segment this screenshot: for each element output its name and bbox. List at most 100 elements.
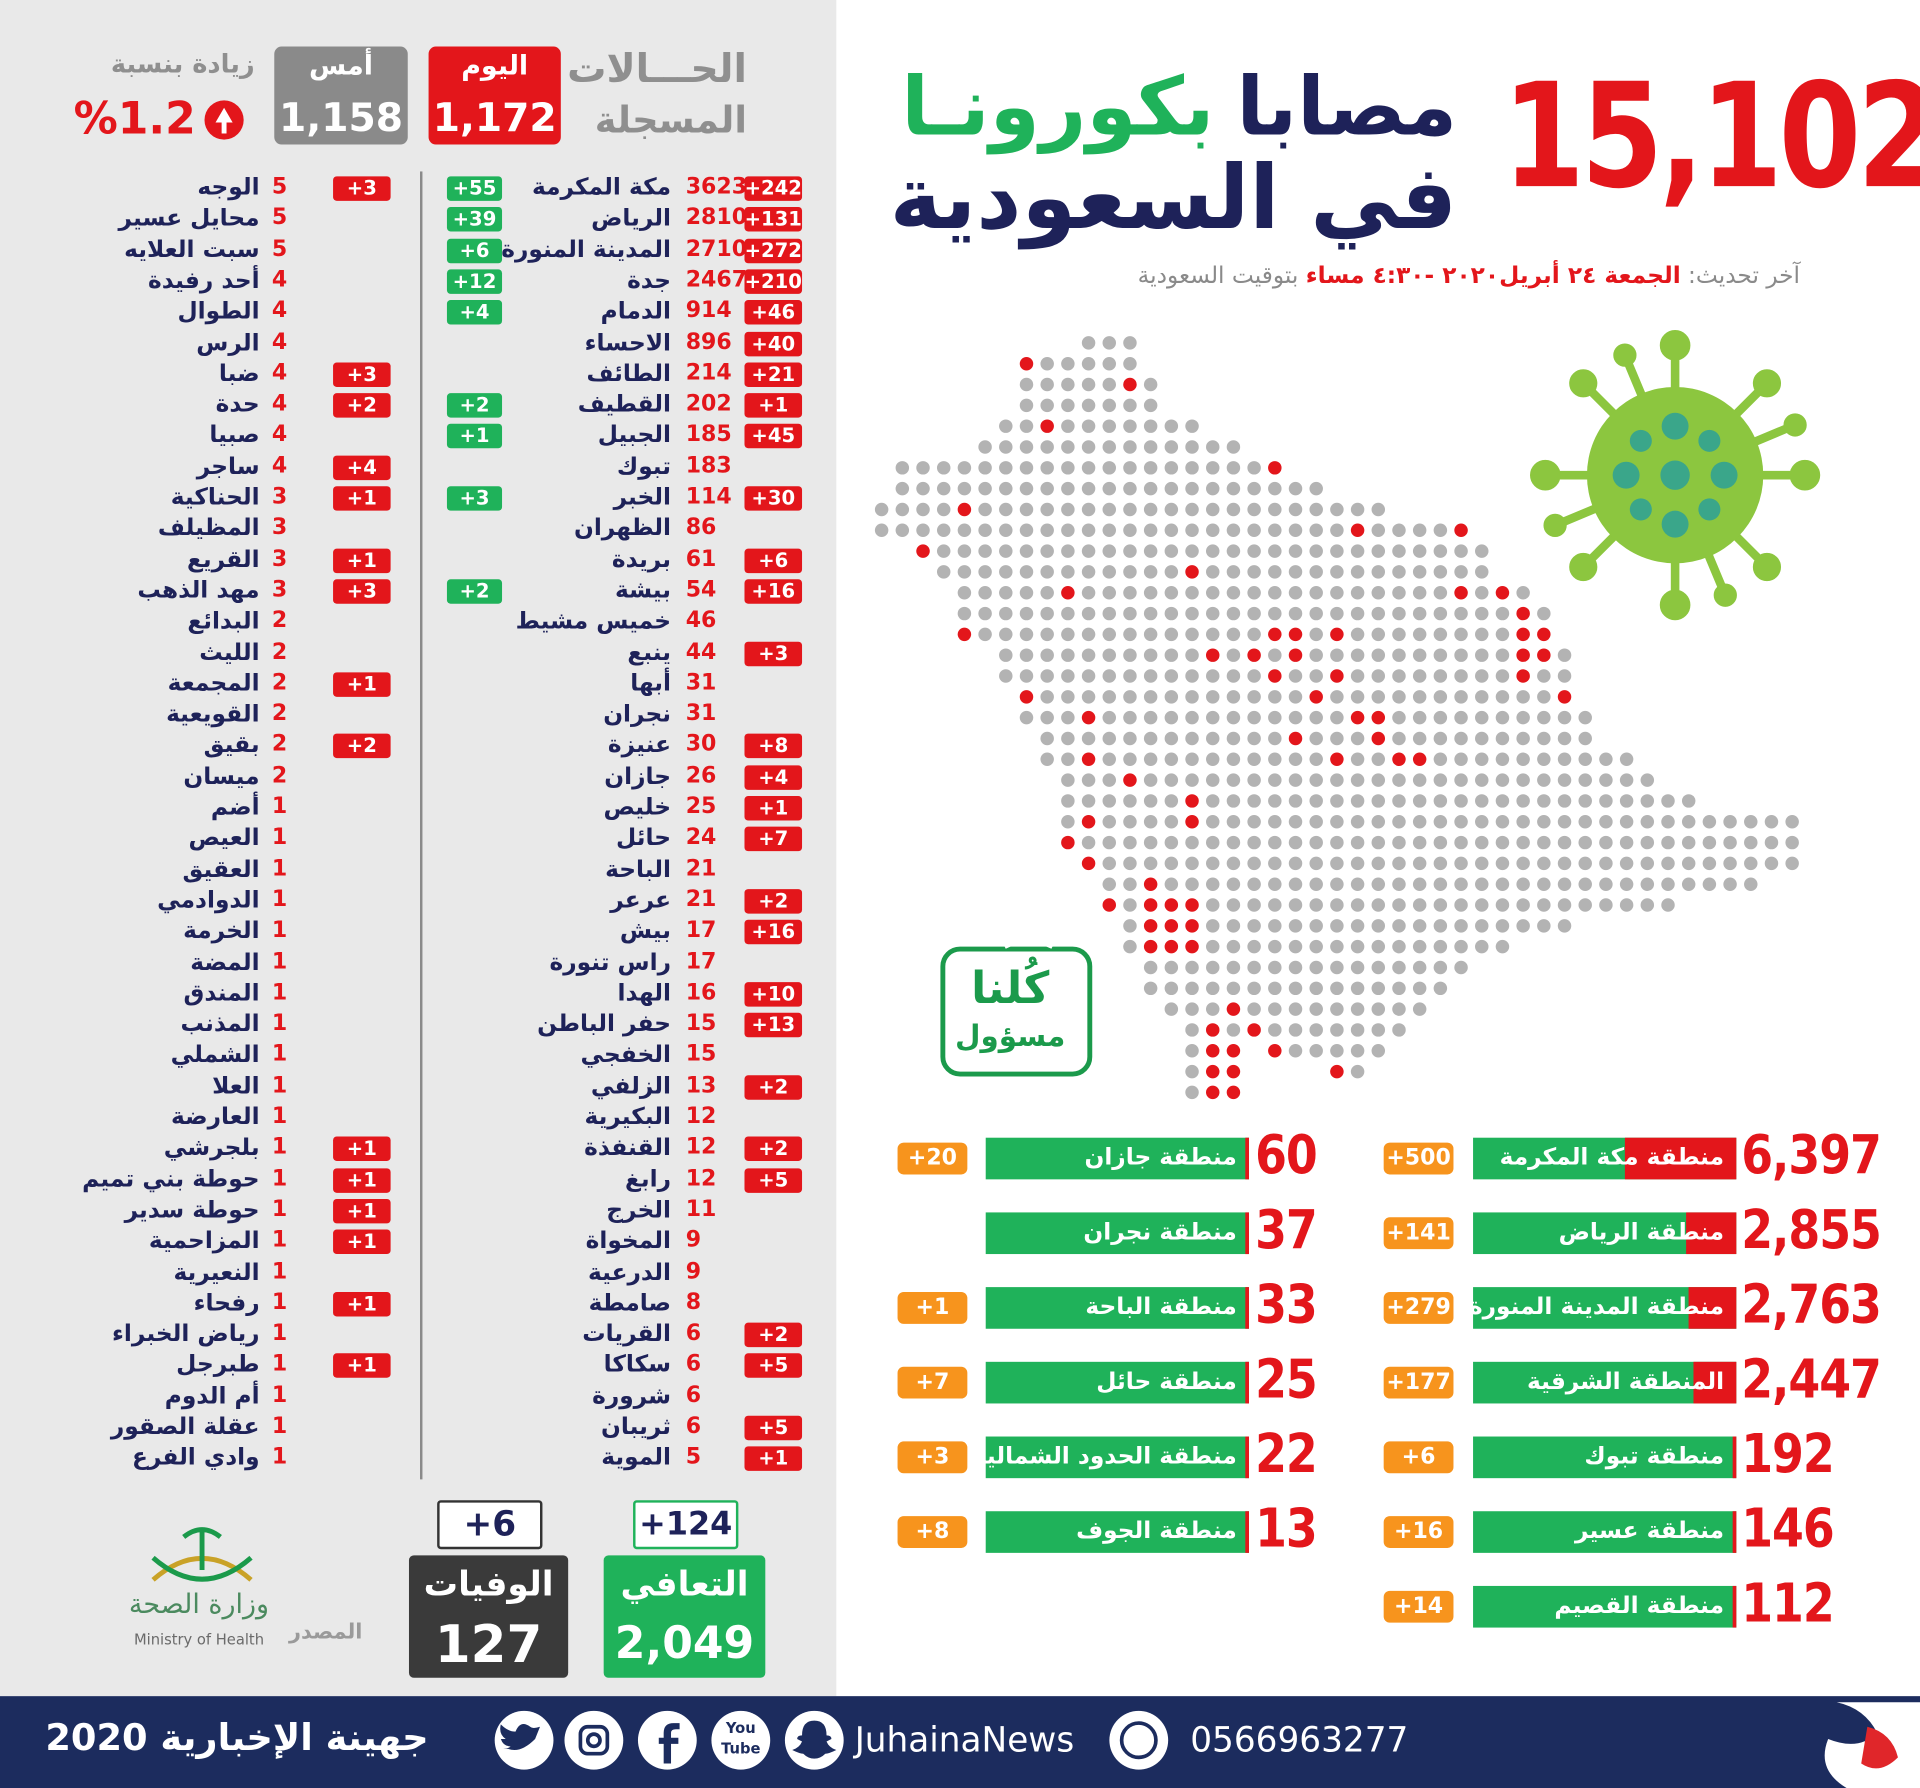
map-dot (1247, 648, 1261, 662)
city-count: 44 (685, 638, 717, 665)
map-dot (1350, 648, 1365, 662)
region-bar: منطقة الباحة (985, 1287, 1249, 1329)
map-dot (1371, 502, 1386, 517)
map-dot (1143, 419, 1158, 433)
map-dot (1102, 461, 1117, 475)
map-dot (1123, 856, 1137, 871)
map-dot (1516, 585, 1530, 600)
map-dot (1330, 690, 1344, 704)
map-dot (1557, 794, 1572, 808)
map-dot (1661, 794, 1675, 808)
map-dot (1164, 606, 1179, 621)
map-dot (1433, 919, 1448, 933)
map-dot (1330, 606, 1344, 621)
left-panel (0, 0, 837, 1697)
map-dot (1288, 939, 1303, 954)
map-dot (1412, 773, 1427, 787)
map-dot (1226, 440, 1241, 454)
city-recovered: +2 (446, 579, 503, 604)
map-dot (1744, 856, 1758, 871)
city-new: +3 (333, 579, 391, 604)
map-dot (999, 648, 1013, 662)
map-dot (1268, 1044, 1282, 1058)
city-name: بريدة (611, 545, 672, 573)
map-dot (1433, 773, 1448, 787)
map-dot (1309, 773, 1323, 787)
map-dot (1516, 919, 1530, 933)
region-new: +16 (1383, 1516, 1454, 1548)
map-dot (1309, 794, 1323, 808)
map-dot (1102, 544, 1117, 558)
city-name: وادي الفرع (131, 1444, 260, 1472)
map-dot (957, 627, 972, 642)
map-dot (1412, 877, 1427, 891)
map-dot (1309, 648, 1323, 662)
map-dot (1288, 960, 1303, 975)
map-dot (1123, 606, 1137, 621)
map-dot (1143, 565, 1158, 579)
region-new: +20 (897, 1142, 968, 1175)
map-dot (1185, 794, 1199, 808)
city-count: 4 (271, 390, 288, 417)
map-dot (1102, 773, 1117, 787)
region-new: +7 (897, 1366, 968, 1399)
city-count: 6 (685, 1382, 702, 1408)
map-dot (1433, 523, 1448, 538)
map-dot (1268, 710, 1282, 725)
map-dot (1412, 731, 1427, 746)
map-dot (1040, 544, 1054, 558)
map-dot (1702, 877, 1717, 891)
map-dot (1102, 419, 1117, 433)
map-dot (1495, 710, 1510, 725)
map-dot (1247, 585, 1261, 600)
map-dot (1599, 877, 1613, 891)
map-dot (1557, 710, 1572, 725)
map-dot (1040, 648, 1054, 662)
map-dot (1061, 398, 1075, 413)
region-share (1245, 1511, 1249, 1553)
map-dot (1143, 794, 1158, 808)
map-dot (1475, 690, 1489, 704)
city-new: +2 (744, 1074, 803, 1100)
deaths-label: الوفيات (423, 1563, 554, 1605)
map-dot (1578, 898, 1592, 912)
region-share (1732, 1436, 1737, 1479)
map-dot (1206, 981, 1220, 996)
map-dot (1247, 523, 1261, 538)
city-name: المجمعة (167, 669, 260, 697)
map-dot (1226, 752, 1241, 767)
map-dot (1081, 440, 1096, 454)
map-dot (1185, 981, 1199, 996)
map-dot (1371, 523, 1386, 538)
city-count: 8 (685, 1289, 702, 1316)
map-dot (1764, 856, 1779, 871)
today-label: اليوم (461, 51, 529, 83)
region-value: 60 (1255, 1124, 1318, 1187)
map-dot (1392, 523, 1406, 538)
city-name: المظيلف (157, 514, 260, 542)
region-value: 192 (1741, 1423, 1835, 1486)
map-dot (1371, 1023, 1386, 1037)
map-dot (978, 565, 992, 579)
map-dot (1454, 773, 1468, 787)
map-dot (1164, 815, 1179, 829)
map-dot (1206, 440, 1220, 454)
map-dot (1206, 877, 1220, 891)
city-count: 11 (685, 1196, 717, 1223)
map-dot (1143, 627, 1158, 642)
city-name: القريع (187, 545, 260, 573)
map-dot (1123, 731, 1137, 746)
map-dot (1102, 648, 1117, 662)
map-dot (895, 502, 910, 517)
map-dot (1681, 794, 1696, 808)
map-dot (1309, 565, 1323, 579)
map-dot (1061, 731, 1075, 746)
map-dot (1330, 669, 1344, 683)
map-dot (1123, 523, 1137, 538)
map-dot (1495, 585, 1510, 600)
map-dot (1330, 835, 1344, 850)
map-dot (1019, 440, 1034, 454)
map-dot (1123, 398, 1137, 413)
map-dot (1268, 835, 1282, 850)
map-dot (1330, 919, 1344, 933)
